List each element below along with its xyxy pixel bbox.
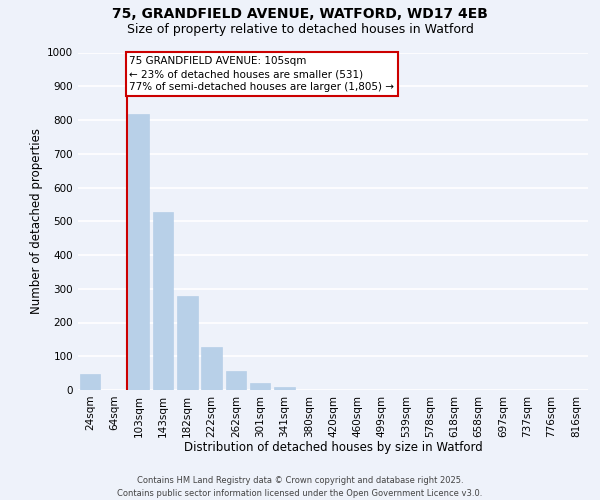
Y-axis label: Number of detached properties: Number of detached properties xyxy=(30,128,43,314)
Text: 75 GRANDFIELD AVENUE: 105sqm
← 23% of detached houses are smaller (531)
77% of s: 75 GRANDFIELD AVENUE: 105sqm ← 23% of de… xyxy=(130,56,394,92)
Bar xyxy=(201,347,222,390)
Bar xyxy=(152,212,173,390)
Bar xyxy=(274,386,295,390)
Bar xyxy=(250,382,271,390)
Text: 75, GRANDFIELD AVENUE, WATFORD, WD17 4EB: 75, GRANDFIELD AVENUE, WATFORD, WD17 4EB xyxy=(112,8,488,22)
X-axis label: Distribution of detached houses by size in Watford: Distribution of detached houses by size … xyxy=(184,441,482,454)
Bar xyxy=(177,296,197,390)
Text: Size of property relative to detached houses in Watford: Size of property relative to detached ho… xyxy=(127,22,473,36)
Text: Contains HM Land Registry data © Crown copyright and database right 2025.
Contai: Contains HM Land Registry data © Crown c… xyxy=(118,476,482,498)
Bar xyxy=(226,371,246,390)
Bar xyxy=(128,114,149,390)
Bar xyxy=(80,374,100,390)
